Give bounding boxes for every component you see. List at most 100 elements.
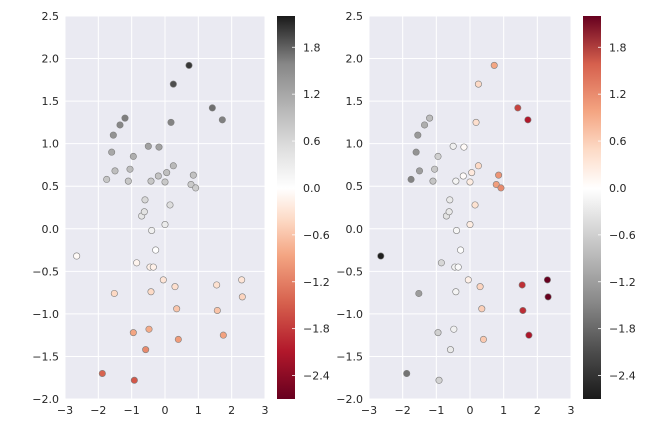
scatter-point [185, 61, 193, 69]
scatter-point [453, 226, 461, 234]
scatter-point [145, 325, 153, 333]
x-tick-label: −1 [124, 404, 140, 417]
scatter-point [524, 116, 532, 124]
scatter-point [454, 263, 462, 271]
scatter-point [130, 376, 138, 384]
colorbar-tick-label: −1.2 [609, 276, 636, 289]
colorbar-2: −2.4 −1.8 −1.2 −0.6 0.0 0.6 1.2 1.8 [583, 16, 636, 399]
scatter-point [171, 283, 179, 291]
scatter-point [450, 325, 458, 333]
scatter-point [434, 329, 442, 337]
scatter-point [412, 148, 420, 156]
scatter-point [148, 226, 156, 234]
x-tick-label: 3 [262, 404, 269, 417]
scatter-point [492, 181, 500, 189]
y-tick-label: −0.5 [336, 265, 363, 278]
scatter-point [464, 276, 472, 284]
scatter-point [129, 152, 137, 160]
y-tick-label: 2.5 [346, 10, 364, 23]
y-tick-label: 0.5 [346, 180, 364, 193]
y-tick-label: 2.5 [42, 10, 60, 23]
y-tick-label: 1.0 [42, 138, 60, 151]
x-tick-label: 1 [500, 404, 507, 417]
scatter-point [421, 121, 429, 129]
scatter-point [449, 142, 457, 150]
scatter-point [189, 171, 197, 179]
y-tick-label: −2.0 [336, 393, 363, 406]
scatter-panel-1: −3 −2 −1 0 1 2 3 −2.0 −1.5 −1.0 −0.5 0.0 0.5 1.0 1.5 2.… [32, 10, 268, 417]
scatter-point [133, 259, 141, 267]
y-tick-label: 2.0 [42, 53, 60, 66]
scatter-point [142, 346, 150, 354]
colorbar-tick-label: 1.8 [303, 41, 321, 54]
y-tick-label: −1.5 [336, 350, 363, 363]
scatter-point [152, 246, 160, 254]
colorbar-tick-label: 1.2 [609, 88, 627, 101]
scatter-point [187, 181, 195, 189]
colorbar-tick-label: 0.6 [303, 135, 321, 148]
scatter-point [219, 331, 227, 339]
colorbar-tick-label: −0.6 [609, 229, 636, 242]
scatter-point [169, 80, 177, 88]
colorbar-gradient [583, 16, 601, 399]
scatter-point [466, 221, 474, 229]
colorbar-tick-label: −1.8 [609, 323, 636, 336]
scatter-point [518, 281, 526, 289]
scatter-point [110, 289, 118, 297]
scatter-point [514, 104, 522, 112]
scatter-point [426, 114, 434, 122]
y-tick-label: 2.0 [346, 53, 364, 66]
scatter-point [437, 259, 445, 267]
scatter-point [141, 196, 149, 204]
scatter-point [415, 289, 423, 297]
scatter-point [472, 118, 480, 126]
y-tick-label: 1.5 [346, 95, 364, 108]
scatter-panel-2: −3 −2 −1 0 1 2 3 −2.0 −1.5 −1.0 −0.5 0.0 0.5 1.0 1.5 2.… [336, 10, 574, 417]
scatter-point [377, 252, 385, 260]
scatter-point [192, 184, 200, 192]
scatter-point [238, 276, 246, 284]
scatter-point [174, 335, 182, 343]
colorbar-tick-label: 0.6 [609, 135, 627, 148]
x-tick-label: −3 [57, 404, 73, 417]
scatter-point [73, 252, 81, 260]
scatter-point [126, 165, 134, 173]
x-tick-label: 3 [568, 404, 575, 417]
y-tick-label: −1.0 [32, 308, 59, 321]
scatter-point [452, 177, 460, 185]
scatter-point [459, 172, 467, 180]
scatter-point [468, 169, 476, 177]
scatter-point [474, 80, 482, 88]
scatter-point [166, 201, 174, 209]
scatter-point [111, 167, 119, 175]
y-tick-label: 1.5 [42, 95, 60, 108]
scatter-point [525, 331, 533, 339]
scatter-point [98, 369, 106, 377]
scatter-point [238, 293, 246, 301]
scatter-point [415, 167, 423, 175]
scatter-point [476, 283, 484, 291]
scatter-point [154, 172, 162, 180]
scatter-point [414, 131, 422, 139]
x-tick-label: −3 [361, 404, 377, 417]
y-tick-label: 0.5 [42, 180, 60, 193]
y-tick-label: −2.0 [32, 393, 59, 406]
y-tick-label: −1.0 [336, 308, 363, 321]
scatter-point [474, 162, 482, 170]
x-tick-label: 0 [162, 404, 169, 417]
scatter-point [457, 246, 465, 254]
colorbar-tick-label: −1.8 [303, 323, 330, 336]
scatter-point [446, 346, 454, 354]
scatter-point [435, 376, 443, 384]
x-tick-label: 2 [534, 404, 541, 417]
scatter-point [543, 276, 551, 284]
scatter-point [495, 171, 503, 179]
scatter-point [445, 208, 453, 216]
y-tick-label: −1.5 [32, 350, 59, 363]
scatter-point [161, 221, 169, 229]
scatter-point [208, 104, 216, 112]
scatter-point [159, 276, 167, 284]
y-tick-label: 0.0 [346, 223, 364, 236]
